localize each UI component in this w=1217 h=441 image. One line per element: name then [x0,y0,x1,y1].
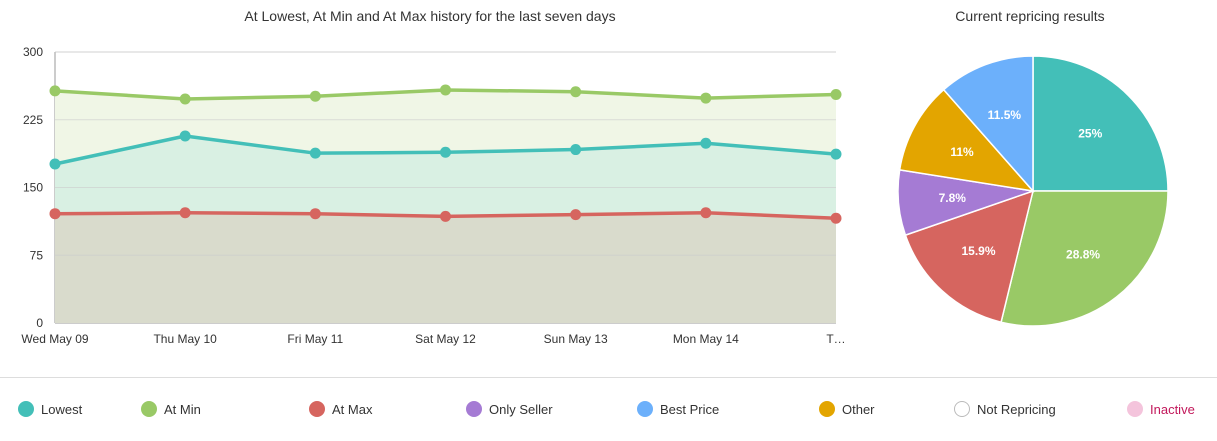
data-point-at-max [179,207,191,219]
x-tick-label: Wed May 09 [21,332,88,346]
pie-label-only-seller: 7.8% [939,191,967,205]
pie-label-other: 11% [950,145,974,159]
x-tick-label: Sat May 12 [415,332,476,346]
data-point-at-max [49,208,61,220]
legend-label: Not Repricing [977,401,1056,417]
legend-item-only-seller[interactable]: Only Seller [466,401,553,417]
legend-swatch-best-price [637,401,653,417]
x-tick-label: Sun May 13 [544,332,608,346]
legend-item-other[interactable]: Other [819,401,875,417]
pie-label-at-min: 28.8% [1066,248,1100,262]
legend-swatch-not-repricing [954,401,970,417]
legend-item-lowest[interactable]: Lowest [18,401,82,417]
data-point-lowest [440,146,451,158]
data-point-lowest [570,144,582,156]
pie-label-at-max: 15.9% [961,244,995,258]
history-line-chart: 0 75 150 225 300 Wed May 09 Thu May 10 Fri May … [21,45,845,346]
legend-label: At Max [332,401,373,417]
data-point-at-min [440,84,451,96]
data-point-at-max [440,210,451,222]
data-point-at-max [570,209,582,221]
legend-swatch-other [819,401,835,417]
legend: Lowest At Min At Max Only Seller Best Price O… [0,393,1217,429]
legend-label: Lowest [41,401,83,417]
legend-label: Inactive [1150,401,1195,417]
x-tick-label: Mon May 14 [673,332,739,346]
data-point-at-min [570,86,582,98]
x-tick-label: Fri May 11 [287,332,343,346]
legend-swatch-inactive [1127,401,1143,417]
legend-label: Best Price [660,401,720,417]
data-point-lowest [700,137,712,149]
legend-swatch-only-seller [466,401,482,417]
data-point-at-min [700,92,712,104]
pie-label-lowest: 25% [1078,127,1102,141]
y-tick-label: 225 [23,113,43,127]
legend-swatch-at-min [141,401,157,417]
data-point-lowest [179,130,191,142]
data-point-lowest [49,158,61,170]
data-point-at-min [830,88,842,100]
legend-divider [0,377,1217,378]
area-at-max [55,212,836,323]
legend-item-at-min[interactable]: At Min [141,401,201,417]
pie-label-best-price: 11.5% [988,108,1022,122]
data-point-lowest [309,147,321,159]
data-point-lowest [830,148,842,160]
legend-item-at-max[interactable]: At Max [309,401,372,417]
data-point-at-max [830,212,842,224]
y-tick-label: 150 [23,181,43,195]
legend-label: Other [842,401,875,417]
data-point-at-min [179,93,191,105]
pie-slice-lowest [1032,55,1169,192]
x-tick-label: T… [826,332,845,346]
y-tick-label: 75 [30,248,44,262]
pie-slice-at-min [1000,190,1169,327]
data-point-at-min [49,85,61,97]
line-chart-title: At Lowest, At Min and At Max history for… [244,8,616,24]
legend-item-not-repricing[interactable]: Not Repricing [954,401,1056,417]
legend-label: Only Seller [489,401,553,417]
legend-swatch-lowest [18,401,34,417]
repricing-pie-chart: 25% 28.8% 15.9% 7.8% 11% 11.5% [897,55,1169,327]
pie-slice-at-max [904,189,1035,324]
y-tick-label: 0 [36,316,43,330]
y-tick-label: 300 [23,45,43,59]
legend-swatch-at-max [309,401,325,417]
x-tick-label: Thu May 10 [153,332,217,346]
pie-slice-other [898,88,1035,193]
data-point-at-min [309,90,321,102]
data-point-at-max [700,207,712,219]
pie-chart-title: Current repricing results [955,8,1105,24]
data-point-at-max [309,208,321,220]
legend-label: At Min [164,401,201,417]
pie-slice-best-price [942,55,1034,193]
legend-item-inactive[interactable]: Inactive [1127,401,1195,417]
legend-item-best-price[interactable]: Best Price [637,401,719,417]
